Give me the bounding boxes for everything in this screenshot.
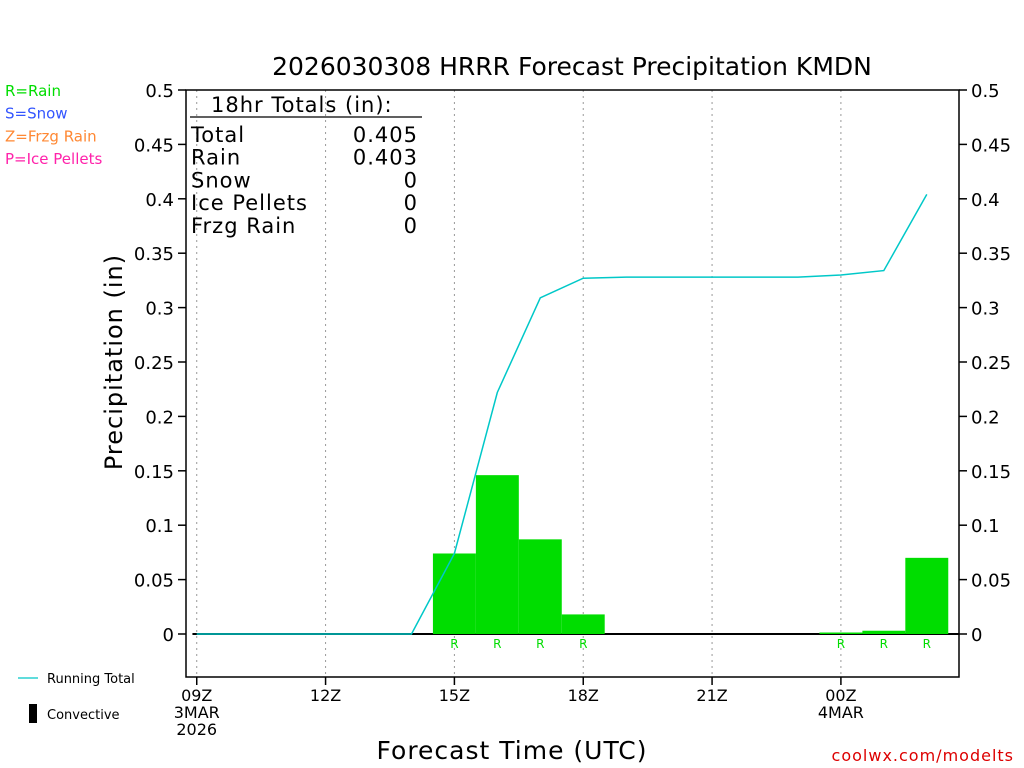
- y-tick-label-right-3: 0.15: [971, 462, 1011, 483]
- y-tick-label-left-3: 0.15: [134, 462, 174, 483]
- totals-row-value-4: 0: [404, 214, 418, 238]
- running-total-legend-label: Running Total: [47, 672, 135, 687]
- totals-row-value-1: 0.403: [353, 146, 418, 170]
- y-tick-label-right-9: 0.45: [971, 135, 1011, 156]
- y-axis-title: Precipitation (in): [100, 254, 128, 470]
- running-total-legend: Running Total: [18, 672, 135, 687]
- y-tick-label-right-2: 0.1: [971, 516, 1000, 537]
- type-marker-6: R: [923, 637, 931, 651]
- totals-box: 18hr Totals (in): Total 0.405 Rain 0.403 Sno…: [190, 93, 422, 238]
- precip-type-legend-item-0: R=Rain: [5, 82, 61, 100]
- precip-bar-6: [905, 557, 949, 634]
- x-tick-label-0-0: 09Z: [181, 686, 212, 705]
- type-marker-4: R: [837, 637, 845, 651]
- running-total-line: [196, 194, 928, 635]
- y-tick-label-left-7: 0.35: [134, 244, 174, 265]
- y-tick-label-right-7: 0.35: [971, 244, 1011, 265]
- totals-row-name-3: Ice Pellets: [191, 191, 308, 215]
- totals-header: 18hr Totals (in):: [211, 93, 393, 117]
- x-tick-label-1-0: 12Z: [310, 686, 341, 705]
- x-tick-label-2-0: 15Z: [439, 686, 470, 705]
- precip-type-legend-item-3: P=Ice Pellets: [5, 150, 102, 168]
- totals-row-name-1: Rain: [191, 146, 241, 170]
- convective-legend-label: Convective: [47, 708, 120, 723]
- grid-lines: [196, 90, 842, 677]
- precip-bars: [192, 475, 959, 635]
- x-tick-label-0-2: 2026: [176, 720, 217, 739]
- convective-legend-swatch: [29, 704, 37, 723]
- precip-type-legend-item-2: Z=Frzg Rain: [5, 127, 97, 145]
- type-marker-2: R: [536, 637, 544, 651]
- y-tick-label-left-10: 0.5: [145, 81, 174, 102]
- x-tick-label-5-0: 00Z: [825, 686, 856, 705]
- y-tick-label-right-10: 0.5: [971, 81, 1000, 102]
- y-tick-label-left-0: 0: [163, 625, 174, 646]
- totals-row-value-3: 0: [404, 191, 418, 215]
- precip-bar-1: [475, 475, 519, 634]
- x-tick-label-4-0: 21Z: [696, 686, 727, 705]
- x-tick-label-0-1: 3MAR: [174, 703, 220, 722]
- credit-link[interactable]: coolwx.com/modelts: [832, 746, 1014, 765]
- precip-type-legend: R=Rain S=Snow Z=Frzg Rain P=Ice Pellets: [5, 82, 102, 168]
- precip-bar-4: [819, 632, 863, 634]
- type-marker-0: R: [450, 637, 458, 651]
- precip-type-legend-item-1: S=Snow: [5, 105, 68, 123]
- totals-row-name-4: Frzg Rain: [191, 214, 296, 238]
- totals-row-name-0: Total: [190, 123, 245, 147]
- y-tick-label-right-4: 0.2: [971, 407, 1000, 428]
- precip-bar-5: [862, 630, 906, 634]
- y-tick-label-left-5: 0.25: [134, 353, 174, 374]
- y-tick-label-left-2: 0.1: [145, 516, 174, 537]
- convective-legend: Convective: [29, 704, 120, 723]
- y-tick-label-right-0: 0: [971, 625, 982, 646]
- plot-frame: [185, 89, 960, 678]
- y-tick-label-left-4: 0.2: [145, 407, 174, 428]
- type-marker-1: R: [493, 637, 501, 651]
- precip-bar-3: [561, 614, 605, 634]
- y-tick-label-right-6: 0.3: [971, 299, 1000, 320]
- type-marker-3: R: [579, 637, 587, 651]
- y-tick-label-left-8: 0.4: [145, 190, 174, 211]
- y-tick-label-right-1: 0.05: [971, 571, 1011, 592]
- totals-row-value-0: 0.405: [353, 123, 418, 147]
- y-tick-label-right-8: 0.4: [971, 190, 1000, 211]
- y-axis-right: 0 0.05 0.1 0.15 0.2 0.25 0.3 0.35 0.4 0.45 0.5: [959, 81, 1011, 646]
- x-tick-label-5-1: 4MAR: [818, 703, 864, 722]
- totals-row-name-2: Snow: [191, 168, 252, 192]
- type-marker-5: R: [880, 637, 888, 651]
- running-total-layer: [196, 194, 928, 635]
- x-axis-title: Forecast Time (UTC): [377, 736, 648, 765]
- y-tick-label-left-6: 0.3: [145, 299, 174, 320]
- x-tick-label-3-0: 18Z: [568, 686, 599, 705]
- y-tick-label-right-5: 0.25: [971, 353, 1011, 374]
- precip-bar-0: [432, 553, 476, 634]
- y-axis-left: 0 0.05 0.1 0.15 0.2 0.25 0.3 0.35 0.4 0.45 0.5: [134, 81, 186, 646]
- totals-row-value-2: 0: [404, 168, 418, 192]
- y-tick-label-left-9: 0.45: [134, 135, 174, 156]
- chart-title: 2026030308 HRRR Forecast Precipitation K…: [272, 52, 872, 81]
- precip-bar-2: [518, 539, 562, 634]
- y-tick-label-left-1: 0.05: [134, 571, 174, 592]
